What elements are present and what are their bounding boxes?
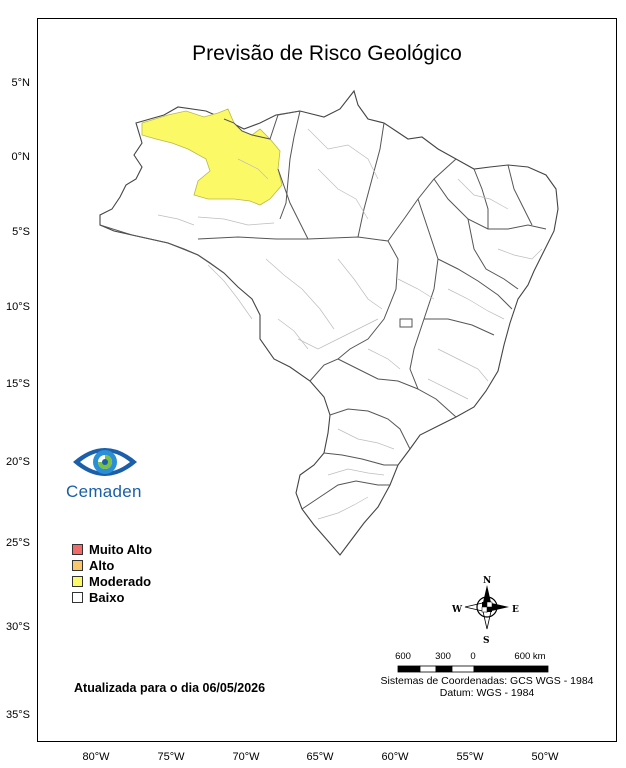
latitude-label: 30°S	[6, 621, 30, 633]
longitude-label: 70°W	[232, 751, 260, 763]
latitude-label: 15°S	[6, 378, 30, 390]
state-borders	[99, 110, 547, 510]
legend-label: Alto	[89, 557, 115, 573]
longitude-label: 50°W	[531, 751, 559, 763]
compass-north-label: N	[483, 576, 492, 586]
municipal-borders	[157, 128, 543, 520]
legend-swatch	[72, 591, 83, 603]
latitude-label: 10°S	[6, 301, 30, 313]
updated-date-text: Atualizada para o dia 06/05/2026	[74, 681, 266, 695]
longitude-label: 75°W	[157, 751, 185, 763]
compass-rose-icon	[464, 585, 509, 630]
legend-swatch	[72, 559, 83, 571]
risk-legend: Muito Alto Alto Moderado Baixo	[72, 541, 152, 605]
scale-label: 600 km	[514, 651, 546, 662]
legend-item-baixo: Baixo	[72, 589, 152, 605]
legend-swatch	[72, 543, 83, 555]
compass-south-label: S	[483, 636, 490, 646]
latitude-label: 35°S	[6, 709, 30, 721]
brazil-outline	[99, 89, 559, 556]
compass-west-label: W	[452, 605, 463, 615]
legend-swatch	[72, 575, 83, 587]
map-frame	[37, 18, 617, 742]
coordinate-system-text: Sistemas de Coordenadas: GCS WGS - 1984	[380, 675, 594, 687]
latitude-label: 5°N	[11, 77, 30, 89]
latitude-label: 20°S	[6, 456, 30, 468]
coordinate-system-info: Sistemas de Coordenadas: GCS WGS - 1984 …	[362, 675, 612, 699]
scale-label: 600	[395, 651, 411, 662]
legend-label: Baixo	[89, 589, 125, 605]
longitude-label: 55°W	[456, 751, 484, 763]
legend-label: Muito Alto	[89, 541, 153, 557]
longitude-label: 60°W	[381, 751, 409, 763]
scale-label: 300	[435, 651, 451, 662]
cemaden-logo-text: Cemaden	[66, 482, 142, 501]
legend-label: Moderado	[89, 573, 152, 589]
cemaden-eye-icon	[73, 448, 137, 476]
legend-item-moderado: Moderado	[72, 573, 152, 589]
compass-east-label: E	[512, 605, 519, 615]
brazil-map	[99, 89, 559, 673]
scale-label: 0	[470, 651, 476, 662]
latitude-label: 25°S	[6, 537, 30, 549]
longitude-label: 65°W	[306, 751, 334, 763]
longitude-label: 80°W	[82, 751, 110, 763]
scale-bar	[397, 665, 549, 673]
map-title: Previsão de Risco Geológico	[192, 42, 462, 65]
latitude-label: 0°N	[11, 151, 30, 163]
latitude-label: 5°S	[12, 226, 30, 238]
legend-item-alto: Alto	[72, 557, 152, 573]
datum-text: Datum: WGS - 1984	[439, 687, 535, 699]
legend-item-muito-alto: Muito Alto	[72, 541, 152, 557]
